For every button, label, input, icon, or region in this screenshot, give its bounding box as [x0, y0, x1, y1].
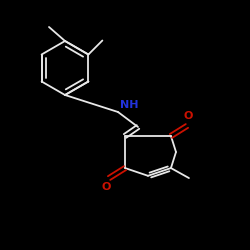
Text: O: O — [102, 182, 111, 192]
Text: O: O — [183, 111, 192, 121]
Text: NH: NH — [120, 100, 139, 110]
